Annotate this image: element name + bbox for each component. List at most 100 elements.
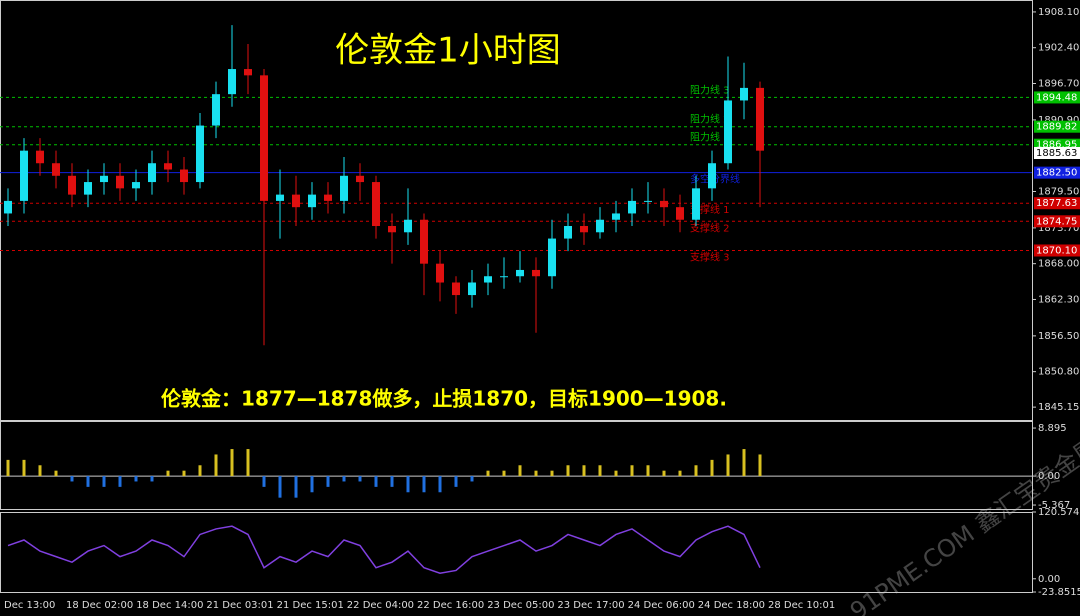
candle-body (484, 276, 492, 283)
level-box (1034, 91, 1080, 104)
candle-body (180, 169, 188, 183)
chart-title: 伦敦金1小时图 (335, 31, 561, 71)
y-tick-label: 120.5749 (1038, 507, 1080, 518)
level-box (1034, 166, 1080, 179)
candle-body (660, 200, 668, 208)
candle-body (84, 182, 92, 195)
candle-body (324, 194, 332, 201)
level-value: 1889.82 (1036, 122, 1077, 133)
y-tick-label: 1879.50 (1038, 186, 1079, 197)
candle-body (452, 282, 460, 296)
x-tick-label: 24 Dec 06:00 (628, 600, 695, 611)
candle-body (356, 175, 364, 183)
level-value: 1886.95 (1036, 140, 1077, 151)
x-tick-label: Dec 13:00 (4, 600, 55, 611)
candle-body (388, 226, 396, 233)
candle-body (212, 94, 220, 126)
level-value: 1870.10 (1036, 245, 1077, 256)
y-tick-label: 1868.00 (1038, 259, 1079, 270)
level-name: 支撑线 3 (690, 250, 730, 263)
annotation: 伦敦金：1877—1878做多，止损1870，目标1900—1908. (161, 387, 727, 411)
level-value: 1894.48 (1036, 92, 1077, 103)
candle-body (564, 226, 572, 239)
candle-body (628, 200, 636, 214)
y-tick-label: 0.00 (1038, 471, 1060, 482)
candle-body (436, 263, 444, 283)
candle-body (228, 69, 236, 95)
x-tick-label: 22 Dec 04:00 (347, 600, 414, 611)
x-tick-label: 24 Dec 18:00 (698, 600, 765, 611)
candle-body (404, 219, 412, 233)
panel-frame (0, 421, 1033, 510)
x-tick-label: 22 Dec 16:00 (417, 600, 484, 611)
candle-body (740, 87, 748, 101)
y-tick-label: 1856.50 (1038, 331, 1079, 342)
last-price: 1885.63 (1036, 148, 1077, 159)
y-tick-label: 1908.10 (1038, 7, 1079, 18)
level-value: 1882.50 (1036, 168, 1077, 179)
level-value: 1877.63 (1036, 198, 1077, 209)
y-tick-label: 1845.15 (1038, 402, 1079, 413)
level-name: 阻力线 3 (690, 83, 730, 96)
stoch-line (7, 525, 761, 575)
candle-body (468, 282, 476, 296)
y-tick-label: -5.367 (1038, 500, 1070, 511)
y-tick-label: -23.8515 (1038, 587, 1080, 598)
candle-body (692, 188, 700, 220)
y-tick-label: 1873.70 (1038, 223, 1079, 234)
last-box (1034, 146, 1080, 159)
candle-body (724, 100, 732, 164)
candle-body (276, 194, 284, 201)
level-name: 支撑线 2 (690, 221, 730, 234)
level-box (1034, 120, 1080, 133)
candle-body (4, 200, 12, 214)
y-tick-label: 1902.40 (1038, 43, 1079, 54)
x-tick-label: 21 Dec 03:01 (206, 600, 273, 611)
candle-body (68, 175, 76, 195)
candle-body (644, 200, 652, 202)
y-tick-label: 1862.30 (1038, 294, 1079, 305)
y-tick-label: 1896.70 (1038, 78, 1079, 89)
candle-body (148, 163, 156, 183)
x-tick-label: 18 Dec 14:00 (136, 600, 203, 611)
x-tick-label: 28 Dec 10:01 (768, 600, 835, 611)
candle-body (164, 163, 172, 170)
candle-body (116, 175, 124, 189)
y-tick-label: 0.00 (1038, 574, 1060, 585)
level-box (1034, 244, 1080, 257)
candle-body (20, 150, 28, 201)
x-tick-label: 23 Dec 05:00 (487, 600, 554, 611)
x-tick-label: 23 Dec 17:00 (557, 600, 624, 611)
panel-frame (0, 512, 1033, 593)
candle-body (52, 163, 60, 176)
candle-body (372, 182, 380, 227)
candle-body (292, 194, 300, 208)
candle-body (596, 219, 604, 233)
x-tick-label: 18 Dec 02:00 (66, 600, 133, 611)
candle-body (100, 175, 108, 183)
candle-body (676, 207, 684, 220)
level-name: 阻力线 2 (690, 113, 730, 126)
candle-body (36, 150, 44, 164)
level-name: 阻力线 1 (690, 131, 730, 144)
y-tick-label: 1850.80 (1038, 367, 1079, 378)
candle-body (532, 269, 540, 277)
candle-body (132, 182, 140, 189)
x-tick-label: 21 Dec 15:01 (277, 600, 344, 611)
candle-body (516, 269, 524, 277)
candle-body (260, 75, 268, 201)
level-value: 1874.75 (1036, 216, 1077, 227)
candle-body (756, 87, 764, 151)
candle-body (708, 163, 716, 189)
candle-body (308, 194, 316, 208)
candle-body (580, 226, 588, 233)
candle-body (196, 125, 204, 183)
panel-frame (0, 0, 1033, 421)
candle-body (244, 69, 252, 76)
level-box (1034, 197, 1080, 210)
candle-body (612, 213, 620, 220)
level-box (1034, 215, 1080, 228)
candle-body (420, 219, 428, 264)
